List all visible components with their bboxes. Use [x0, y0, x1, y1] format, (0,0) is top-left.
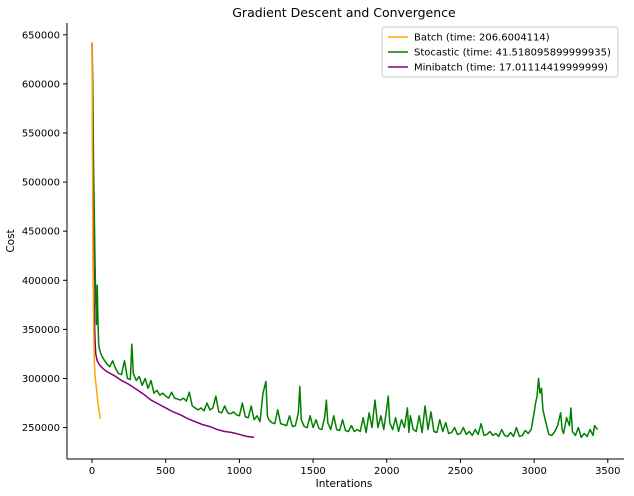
series-line [91, 42, 255, 439]
y-axis-ticks: 250000 300000 350000 400000 450000 500000 5500… [22, 30, 67, 434]
x-tick-label: 2500 [448, 466, 473, 477]
x-tick-label: 3000 [521, 466, 546, 477]
series-line [91, 42, 101, 419]
x-tick-label: 1000 [227, 466, 252, 477]
series-line [91, 42, 599, 439]
y-tick-label: 450000 [22, 227, 60, 238]
legend: Batch (time: 206.6004114) Stocastic (time… [381, 26, 619, 78]
y-axis-label: Cost [5, 229, 17, 252]
y-tick-label: 250000 [22, 423, 60, 434]
y-tick-label: 300000 [22, 374, 60, 385]
y-tick-label: 650000 [22, 30, 60, 41]
x-tick-label: 0 [89, 466, 95, 477]
x-tick-label: 500 [156, 466, 175, 477]
y-tick-label: 600000 [22, 79, 60, 90]
legend-box [381, 26, 619, 78]
x-axis-label: Interations [316, 478, 373, 490]
legend-label: Stocastic (time: 41.518095899999935) [414, 48, 611, 59]
y-tick-label: 500000 [22, 178, 60, 189]
y-tick-label: 550000 [22, 128, 60, 139]
y-tick-label: 350000 [22, 325, 60, 336]
x-tick-label: 3500 [595, 466, 620, 477]
legend-label: Batch (time: 206.6004114) [414, 33, 550, 44]
x-tick-label: 2000 [374, 466, 399, 477]
chart-title: Gradient Descent and Convergence [232, 5, 456, 20]
plot-lines [91, 42, 599, 439]
x-tick-label: 1500 [300, 466, 325, 477]
x-axis-ticks: 0 500 1000 1500 2000 2500 3000 3500 [89, 459, 621, 477]
legend-label: Minibatch (time: 17.01114419999999) [414, 63, 608, 74]
y-tick-label: 400000 [22, 276, 60, 287]
